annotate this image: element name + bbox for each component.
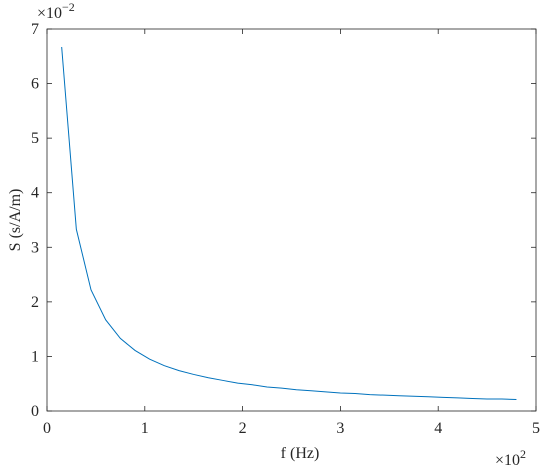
x-multiplier-exp: 2 xyxy=(520,447,526,461)
y-tick-label: 3 xyxy=(31,239,39,256)
x-tick-label: 4 xyxy=(434,420,442,437)
plot-frame xyxy=(46,28,537,412)
y-tick-label: 4 xyxy=(31,185,39,202)
x-tick-label: 3 xyxy=(336,420,344,437)
x-tick-label: 5 xyxy=(532,420,540,437)
y-tick-label: 6 xyxy=(31,76,39,93)
y-multiplier-exp: −2 xyxy=(62,0,75,14)
x-multiplier-base: ×10 xyxy=(495,452,520,469)
x-tick-label: 0 xyxy=(43,420,51,437)
x-multiplier: ×102 xyxy=(495,447,526,469)
y-tick-label: 7 xyxy=(31,21,39,38)
y-tick-label: 5 xyxy=(31,130,39,147)
y-tick-label: 2 xyxy=(31,294,39,311)
x-tick-label: 1 xyxy=(141,420,149,437)
x-axis-label: f (Hz) xyxy=(281,445,320,462)
y-multiplier-base: ×10 xyxy=(37,5,62,22)
y-axis-label: S (s/A/m) xyxy=(7,189,24,252)
y-tick-label: 1 xyxy=(31,348,39,365)
data-line xyxy=(61,46,517,401)
y-multiplier: ×10−2 xyxy=(37,0,75,22)
y-tick-label: 0 xyxy=(31,403,39,420)
x-tick-label: 2 xyxy=(239,420,247,437)
